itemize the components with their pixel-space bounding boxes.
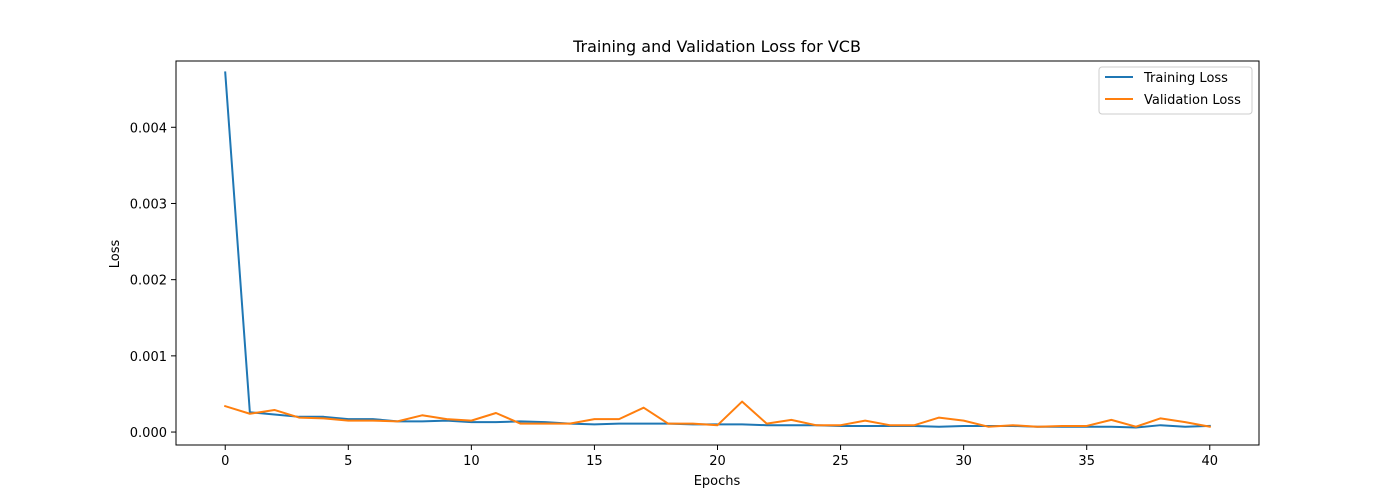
y-axis-label: Loss xyxy=(108,240,123,269)
legend-label-validation-loss: Validation Loss xyxy=(1144,93,1241,108)
plot-frame xyxy=(175,60,1260,446)
series-layer xyxy=(223,71,1211,429)
series-line-training-loss xyxy=(224,71,1211,429)
y-tick-label: 0.004 xyxy=(130,121,167,136)
x-axis-label: Epochs xyxy=(694,474,741,489)
x-tick-label: 5 xyxy=(344,454,352,469)
legend-box xyxy=(1098,66,1253,115)
x-tick-label: 20 xyxy=(709,454,726,469)
y-tick-label: 0.000 xyxy=(130,426,167,441)
series-line-validation-loss xyxy=(223,400,1211,428)
x-tick-label: 25 xyxy=(832,454,849,469)
x-tick-label: 30 xyxy=(955,454,972,469)
x-tick-label: 35 xyxy=(1078,454,1095,469)
y-axis-ticks: 0.000 0.001 0.002 0.003 0.004 xyxy=(130,121,176,441)
y-tick-label: 0.002 xyxy=(130,274,167,289)
legend: Training Loss Validation Loss xyxy=(1098,66,1253,115)
y-tick-label: 0.001 xyxy=(130,350,167,365)
x-tick-label: 10 xyxy=(463,454,480,469)
x-axis-ticks: 0 5 10 15 20 25 30 35 40 xyxy=(221,445,1218,469)
chart-title: Training and Validation Loss for VCB xyxy=(572,37,861,56)
legend-label-training-loss: Training Loss xyxy=(1143,71,1228,86)
x-tick-label: 15 xyxy=(586,454,603,469)
x-tick-label: 40 xyxy=(1201,454,1218,469)
y-tick-label: 0.003 xyxy=(130,197,167,212)
x-tick-label: 0 xyxy=(221,454,229,469)
